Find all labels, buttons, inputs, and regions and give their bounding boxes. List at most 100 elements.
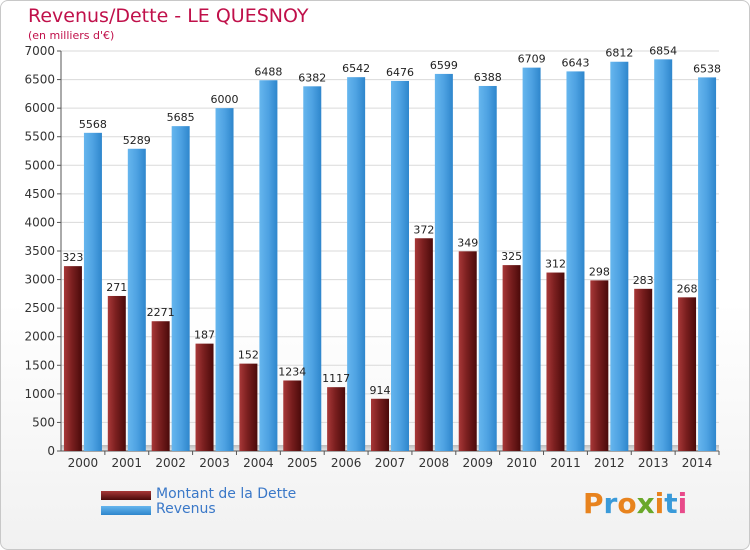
- data-label-dette: 372: [413, 223, 434, 236]
- label-layer: 5568 323 5289 271 5685 2271 6000 187 6488 152 6382…: [62, 44, 721, 396]
- data-label-revenus: 5685: [167, 111, 195, 124]
- data-label-dette: 323: [62, 251, 83, 264]
- bar-dette: [195, 343, 214, 451]
- y-tick-label: 1500: [24, 358, 55, 372]
- bar-dette: [678, 297, 697, 451]
- y-tick-label: 1000: [24, 387, 55, 401]
- data-label-dette: 349: [457, 236, 478, 249]
- bar-revenus: [566, 71, 585, 452]
- legend-label-revenus: Revenus: [156, 501, 216, 517]
- x-tick-label: 2008: [419, 456, 450, 470]
- bar-revenus: [259, 80, 278, 451]
- data-label-dette: 298: [589, 265, 610, 278]
- bar-revenus: [83, 132, 102, 452]
- x-tick-label: 2005: [287, 456, 318, 470]
- data-label-dette: 914: [370, 384, 391, 397]
- bar-revenus: [478, 85, 497, 451]
- data-label-dette: 1234: [278, 365, 306, 378]
- legend-label-dette: Montant de la Dette: [156, 486, 297, 502]
- logo-letter: r: [603, 487, 618, 520]
- data-label-dette: 312: [545, 258, 566, 271]
- x-tick-label: 2014: [682, 456, 713, 470]
- bar-dette: [63, 266, 82, 451]
- bar-dette: [414, 238, 433, 451]
- data-label-revenus: 6388: [474, 71, 502, 84]
- grid-layer: [61, 50, 719, 452]
- data-label-dette: 283: [633, 274, 654, 287]
- y-tick-label: 4500: [24, 187, 55, 201]
- data-label-revenus: 6488: [254, 65, 282, 78]
- x-tick-label: 2011: [550, 456, 581, 470]
- data-label-dette: 268: [677, 282, 698, 295]
- data-label-revenus: 6476: [386, 66, 414, 79]
- bar-revenus: [698, 77, 717, 452]
- y-tick-label: 2000: [24, 330, 55, 344]
- y-tick-label: 3500: [24, 244, 55, 258]
- bar-dette: [634, 288, 653, 451]
- y-tick-label: 500: [32, 415, 55, 429]
- data-label-revenus: 6709: [518, 53, 546, 66]
- data-label-dette: 325: [501, 250, 522, 263]
- x-tick-label: 2009: [462, 456, 493, 470]
- y-tick-label: 5500: [24, 130, 55, 144]
- y-tick-label: 5000: [24, 158, 55, 172]
- bar-revenus: [303, 86, 322, 452]
- y-tick-label: 7000: [24, 44, 55, 58]
- logo-letter: o: [617, 487, 637, 520]
- bar-revenus: [127, 148, 146, 451]
- y-tick-label: 4000: [24, 215, 55, 229]
- bar-dette: [283, 380, 302, 451]
- logo-letter: i: [654, 487, 665, 520]
- x-tick-label: 2013: [638, 456, 669, 470]
- legend-swatch-dette: [101, 491, 151, 500]
- x-tick-label: 2010: [506, 456, 537, 470]
- data-label-revenus: 6643: [561, 56, 589, 69]
- data-label-revenus: 6854: [649, 44, 677, 57]
- bar-revenus: [391, 80, 409, 451]
- bar-dette: [546, 272, 565, 451]
- x-tick-label: 2007: [375, 456, 406, 470]
- x-tick-label: 2012: [594, 456, 625, 470]
- bar-revenus: [610, 61, 629, 451]
- x-tick-label: 2003: [199, 456, 230, 470]
- bar-dette: [327, 387, 346, 451]
- data-label-revenus: 6000: [211, 93, 239, 106]
- data-label-revenus: 6812: [605, 47, 633, 60]
- y-tick-label: 2500: [24, 301, 55, 315]
- bar-revenus: [171, 126, 190, 452]
- data-label-dette: 187: [194, 329, 215, 342]
- y-tick-label: 0: [47, 444, 55, 458]
- bar-dette: [458, 251, 477, 451]
- bar-dette: [590, 280, 609, 451]
- bar-revenus: [434, 73, 453, 452]
- chart-title: Revenus/Dette - LE QUESNOY: [28, 5, 309, 27]
- x-tick-label: 2001: [112, 456, 143, 470]
- x-tick-label: 2000: [68, 456, 99, 470]
- legend-swatch-revenus: [101, 506, 151, 515]
- logo-letter: P: [583, 487, 604, 520]
- bar-revenus: [347, 77, 366, 452]
- logo-letter: i: [677, 487, 688, 520]
- data-label-revenus: 6538: [693, 62, 721, 75]
- data-label-revenus: 5568: [79, 118, 107, 131]
- bar-dette: [151, 321, 170, 451]
- x-tick-label: 2004: [243, 456, 274, 470]
- bar-revenus: [215, 108, 234, 452]
- data-label-dette: 152: [238, 349, 259, 362]
- data-label-dette: 1117: [322, 372, 350, 385]
- bar-dette: [502, 265, 521, 451]
- bar-dette: [107, 295, 126, 451]
- bar-revenus: [522, 67, 541, 451]
- data-label-revenus: 6542: [342, 62, 370, 75]
- x-tick-label: 2006: [331, 456, 362, 470]
- logo-letter: t: [664, 487, 678, 520]
- logo-letter: x: [636, 487, 655, 520]
- chart-subtitle: (en milliers d'€): [28, 29, 115, 42]
- bar-layer: [63, 59, 717, 452]
- proxiti-logo: Proxiti: [583, 487, 687, 520]
- plot-floor: [61, 445, 719, 451]
- y-tick-label: 6500: [24, 73, 55, 87]
- data-label-revenus: 5289: [123, 134, 151, 147]
